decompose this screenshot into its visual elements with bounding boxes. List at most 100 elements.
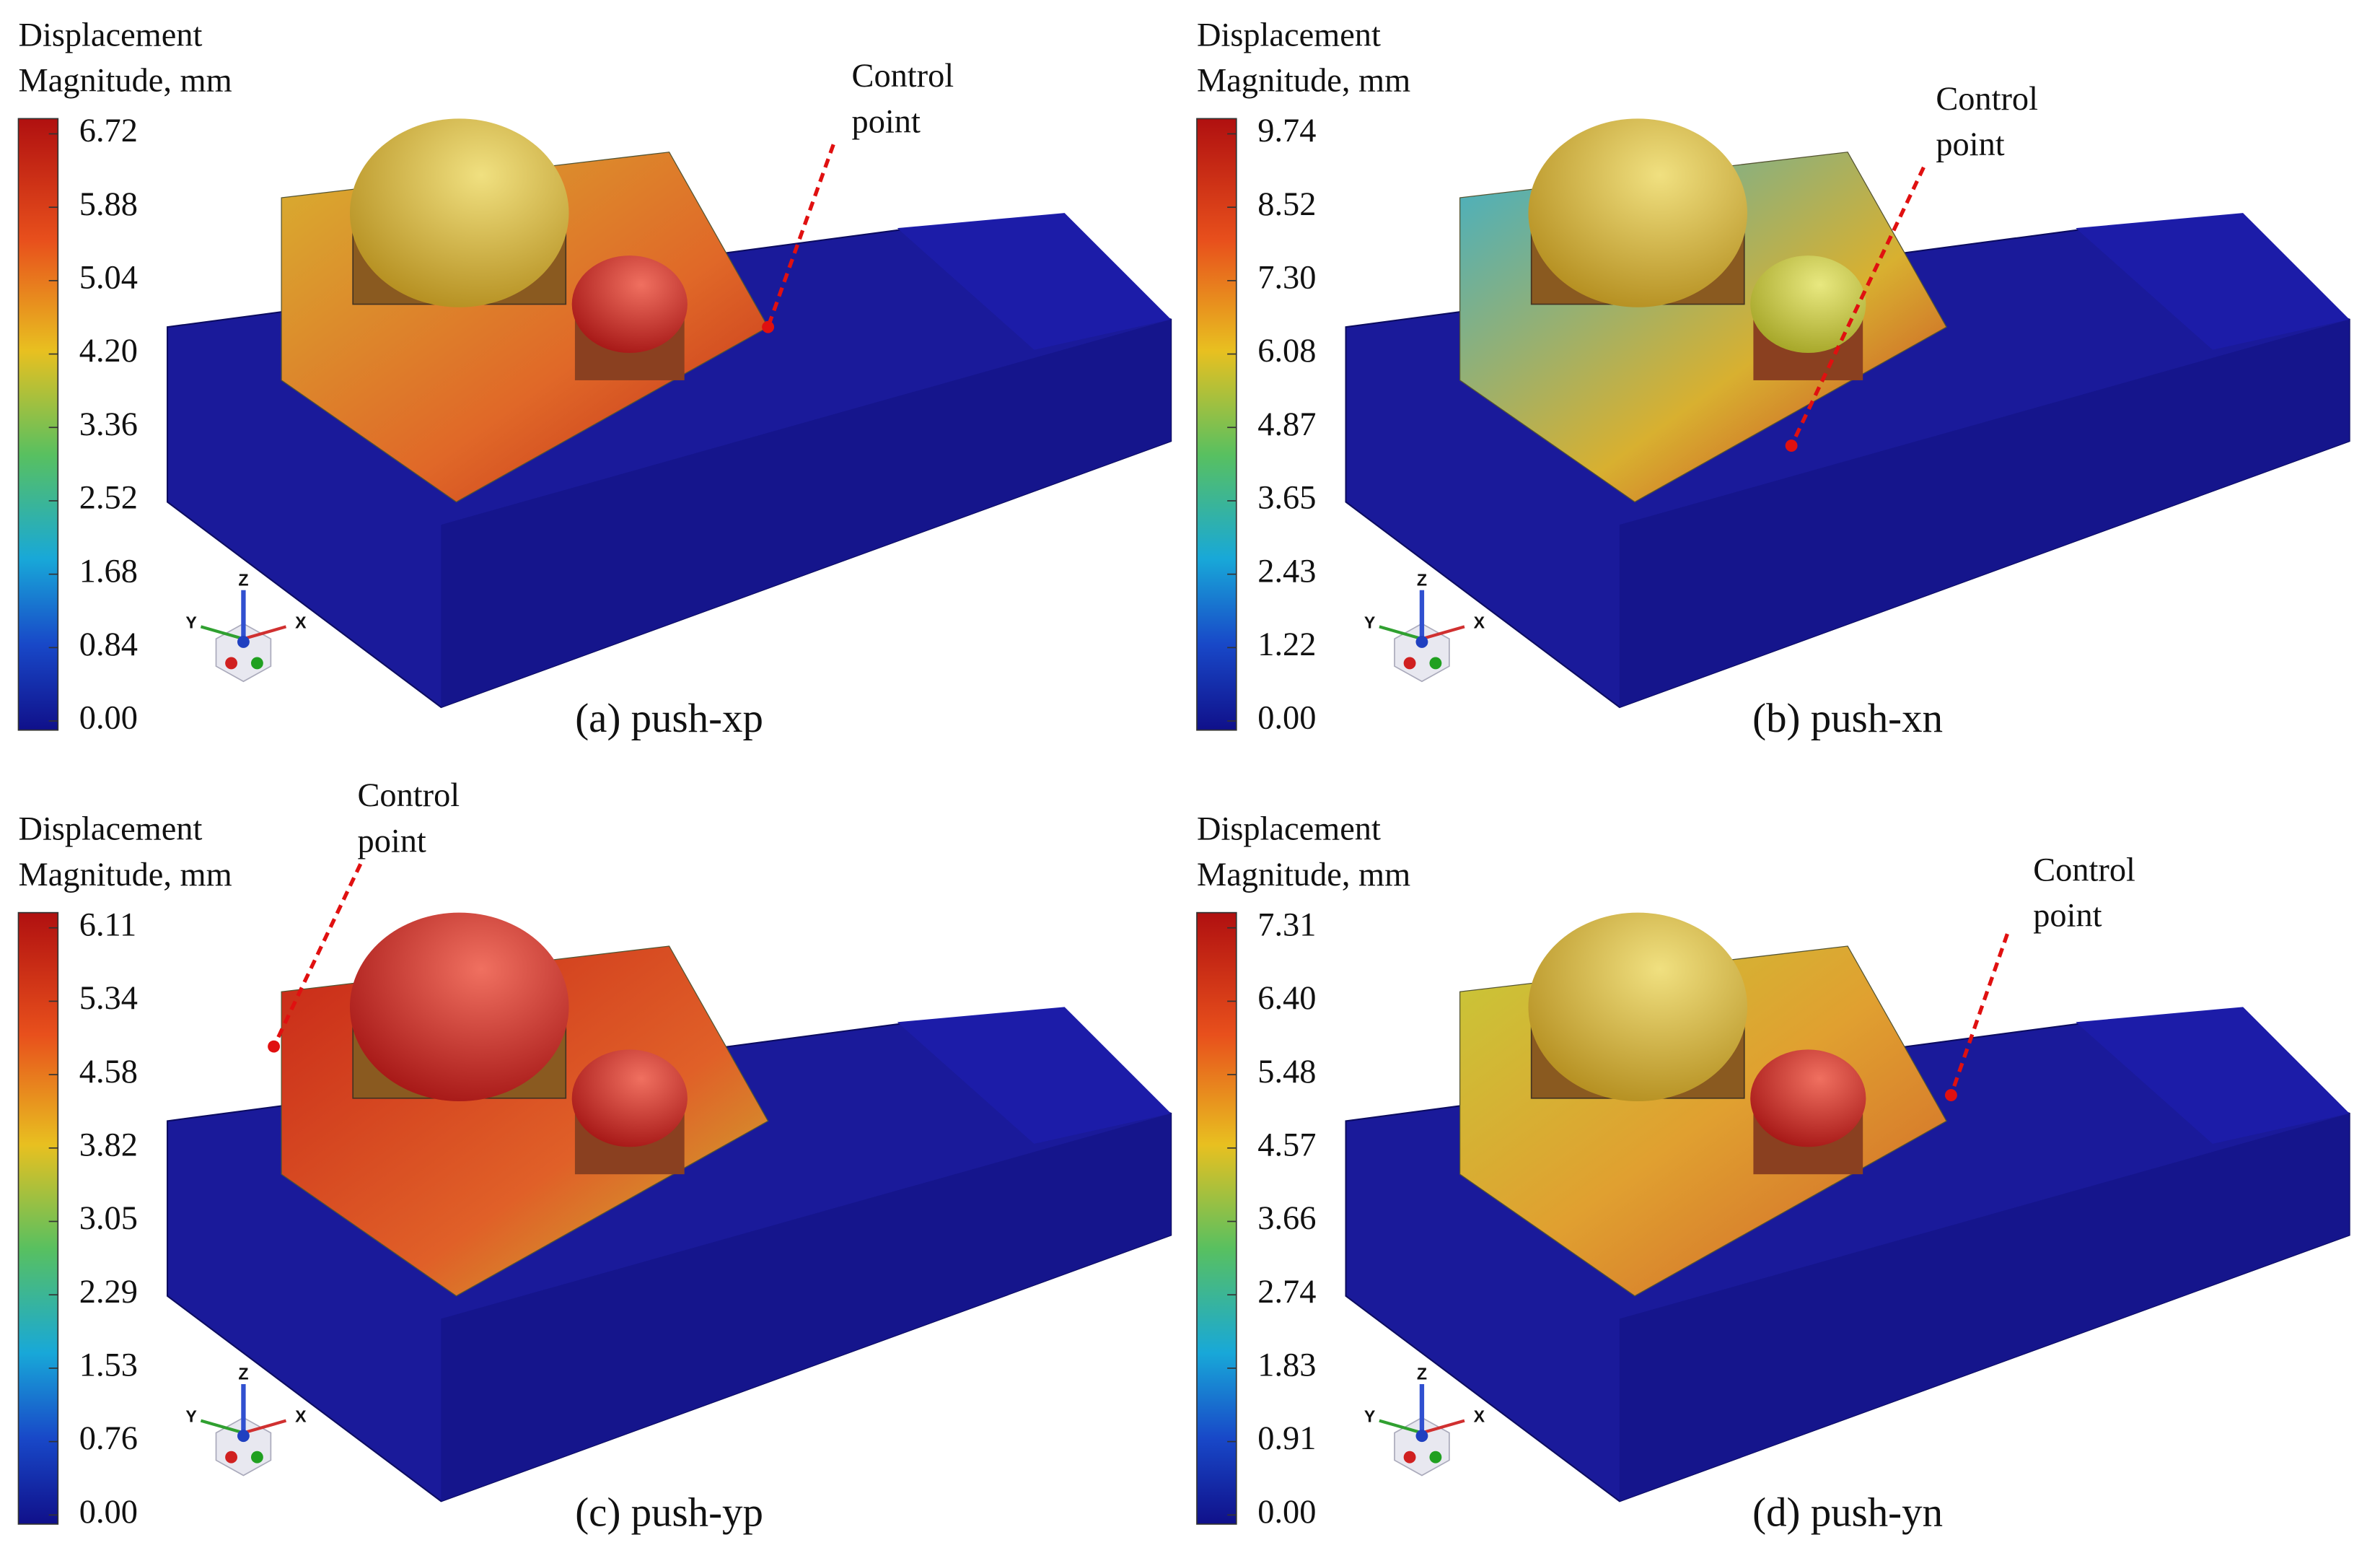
annotation-line	[1949, 933, 2009, 1096]
control-point	[762, 320, 775, 333]
caption: (b) push-xn	[1752, 696, 1943, 741]
dome	[349, 912, 569, 1102]
small-dome	[571, 1049, 688, 1147]
colorbar-label: 4.87	[1257, 406, 1316, 443]
colorbar-label: 0.76	[79, 1420, 138, 1457]
triad-dot	[237, 636, 250, 648]
triad-label: Y	[185, 613, 197, 631]
building-back	[2076, 1007, 2350, 1145]
triad-dot	[1429, 1451, 1442, 1464]
colorbar-label: 4.57	[1257, 1127, 1316, 1163]
caption: (c) push-yp	[575, 1489, 763, 1535]
colorbar-label: 9.74	[1257, 113, 1316, 149]
triad-label: Y	[185, 1407, 197, 1426]
triad-label: Z	[1417, 1365, 1427, 1383]
triad-label: Y	[1364, 1407, 1376, 1426]
legend-title: Displacement	[18, 17, 202, 53]
control-point	[1944, 1089, 1957, 1102]
building-wall	[1619, 1113, 2350, 1502]
legend-title: Magnitude, mm	[18, 857, 232, 893]
triad-dot	[1403, 657, 1416, 670]
colorbar	[1196, 118, 1237, 731]
triad-dot	[225, 1451, 238, 1464]
legend-title: Magnitude, mm	[1197, 63, 1410, 100]
colorbar-label: 3.66	[1257, 1200, 1316, 1237]
colorbar-label: 2.29	[79, 1274, 138, 1311]
axis-triad: Z X Y	[185, 570, 307, 683]
caption: (a) push-xp	[575, 696, 763, 741]
triad-label: X	[1474, 1407, 1485, 1426]
colorbar-label: 1.83	[1257, 1347, 1316, 1384]
triad-dot	[250, 1451, 263, 1464]
axis-triad: Z X Y	[185, 1365, 307, 1477]
building-back	[897, 213, 1172, 350]
legend-title: Displacement	[1197, 811, 1381, 848]
legend-title: Displacement	[1197, 17, 1381, 53]
colorbar-label: 1.68	[79, 553, 138, 590]
panel: Displacement Magnitude, mm 9.74 8.52 7.30 6.0…	[1196, 17, 2350, 741]
annotation: point	[1936, 126, 2004, 163]
triad-x	[242, 1419, 287, 1435]
triad-y	[1379, 1419, 1423, 1435]
triad-label: Z	[1417, 570, 1427, 589]
colorbar-label: 3.05	[79, 1200, 138, 1237]
control-point	[268, 1040, 281, 1053]
colorbar-label: 0.00	[1257, 700, 1316, 737]
triad-dot	[1415, 1430, 1428, 1443]
colorbar-label: 0.00	[1257, 1494, 1316, 1531]
colorbar-label: 0.00	[79, 700, 138, 737]
colorbar	[17, 118, 59, 731]
triad-x	[1421, 1419, 1465, 1435]
triad-label: X	[295, 1407, 307, 1426]
colorbar-label: 4.58	[79, 1054, 138, 1090]
dome	[1528, 912, 1747, 1102]
panel: Displacement Magnitude, mm 7.31 6.40 5.48 4.5…	[1196, 811, 2350, 1535]
colorbar-label: 0.91	[1257, 1420, 1316, 1457]
annotation: Control	[2033, 852, 2135, 888]
annotation: Control	[1936, 81, 2038, 118]
axis-triad: Z X Y	[1364, 570, 1485, 683]
control-point	[1785, 439, 1798, 452]
colorbar-label: 0.00	[79, 1494, 138, 1531]
panel: Displacement Magnitude, mm 6.72 5.88 5.04 4.2…	[17, 17, 1172, 741]
triad-y	[200, 1419, 245, 1435]
triad-y	[200, 625, 245, 641]
colorbar-label: 1.53	[79, 1347, 138, 1384]
triad-label: X	[1474, 613, 1485, 631]
small-dome	[571, 255, 688, 353]
axis-triad: Z X Y	[1364, 1365, 1485, 1477]
annotation-line	[272, 863, 363, 1048]
triad-x	[242, 625, 287, 641]
colorbar-label: 2.43	[1257, 553, 1316, 590]
building-back	[2076, 213, 2350, 350]
colorbar-label: 4.20	[79, 333, 138, 369]
annotation: Control	[358, 777, 460, 814]
colorbar	[17, 911, 59, 1525]
building-back	[897, 1007, 1172, 1145]
triad-label: X	[295, 613, 307, 631]
colorbar-label: 6.11	[79, 906, 136, 943]
colorbar-label: 3.82	[79, 1127, 138, 1163]
triad-dot	[1415, 636, 1428, 648]
legend-title: Magnitude, mm	[1197, 857, 1410, 893]
triad-x	[1421, 625, 1465, 641]
colorbar-label: 0.84	[79, 626, 138, 663]
colorbar-label: 6.08	[1257, 333, 1316, 369]
building-wall	[441, 1113, 1172, 1502]
triad-dot	[237, 1430, 250, 1443]
legend-title: Magnitude, mm	[18, 63, 232, 100]
triad-label: Z	[238, 570, 248, 589]
annotation-line	[1789, 166, 1925, 447]
colorbar-label: 6.72	[79, 113, 138, 149]
colorbar	[1196, 911, 1237, 1525]
triad-y	[1379, 625, 1423, 641]
triad-label: Y	[1364, 613, 1376, 631]
colorbar-label: 5.04	[79, 260, 138, 297]
triad-dot	[1429, 657, 1442, 670]
annotation: point	[358, 823, 426, 859]
annotation: point	[2033, 898, 2102, 935]
small-dome	[1750, 255, 1866, 353]
triad-dot	[225, 657, 238, 670]
colorbar-label: 6.40	[1257, 980, 1316, 1017]
